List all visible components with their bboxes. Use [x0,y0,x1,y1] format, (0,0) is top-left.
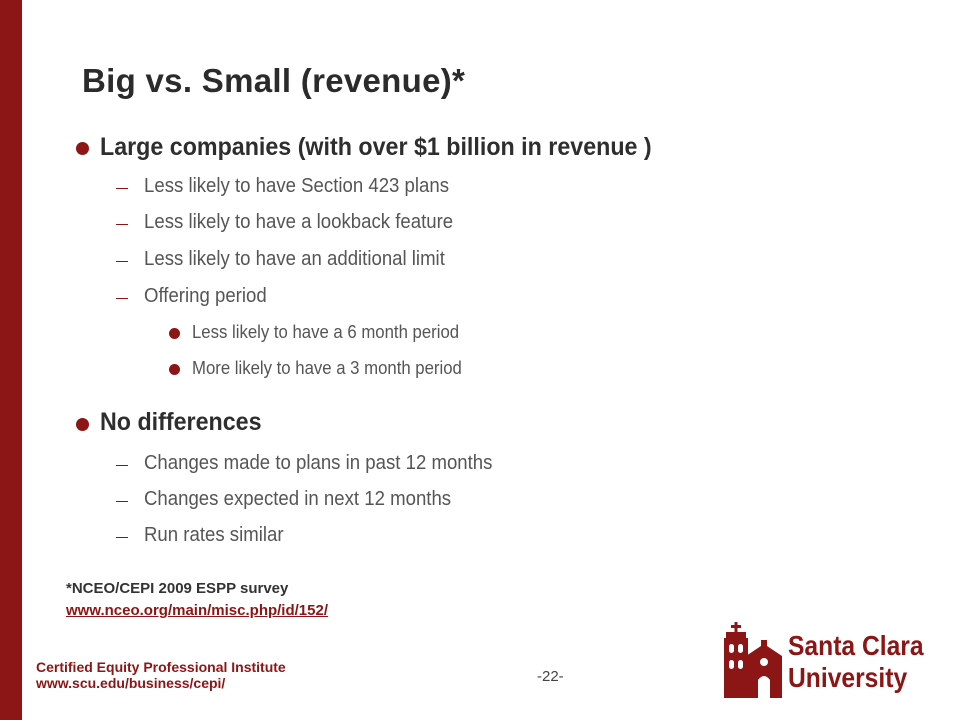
list-item: Less likely to have a lookback feature [144,211,454,233]
slide-title: Big vs. Small (revenue)* [82,62,466,99]
logo-wordmark-line2: University [788,662,908,693]
logo-wordmark-line1: Santa Clara [788,630,924,661]
bullet-dash-icon [116,188,128,189]
page-number: -22- [537,668,564,685]
footer-url: www.scu.edu/business/cepi/ [36,675,226,691]
mission-building-icon [716,622,784,698]
list-item: Less likely to have an additional limit [144,248,445,270]
sub-list-item: More likely to have a 3 month period [192,358,462,378]
bullet-dot-icon [169,364,180,375]
bullet-dash-icon [116,298,128,299]
section-heading-no-differences: No differences [100,408,262,436]
list-item: Run rates similar [144,524,284,546]
bullet-dash-icon [116,537,128,538]
list-item: Changes expected in next 12 months [144,488,452,510]
bullet-dash-icon [116,261,128,262]
bullet-dash-icon [116,224,128,225]
list-item: Changes made to plans in past 12 months [144,452,493,474]
left-accent-bar [0,0,22,720]
bullet-dot-icon [76,418,89,431]
bullet-dash-icon [116,501,128,502]
section-heading-large-companies: Large companies (with over $1 billion in… [100,133,652,161]
footer-organization: Certified Equity Professional Institute [36,659,286,675]
list-item: Offering period [144,285,267,307]
footnote-source: *NCEO/CEPI 2009 ESPP survey [66,580,289,597]
footnote-link[interactable]: www.nceo.org/main/misc.php/id/152/ [66,602,329,619]
bullet-dash-icon [116,465,128,466]
list-item: Less likely to have Section 423 plans [144,175,450,197]
sub-list-item: Less likely to have a 6 month period [192,322,460,342]
bullet-dot-icon [76,142,89,155]
bullet-dot-icon [169,328,180,339]
